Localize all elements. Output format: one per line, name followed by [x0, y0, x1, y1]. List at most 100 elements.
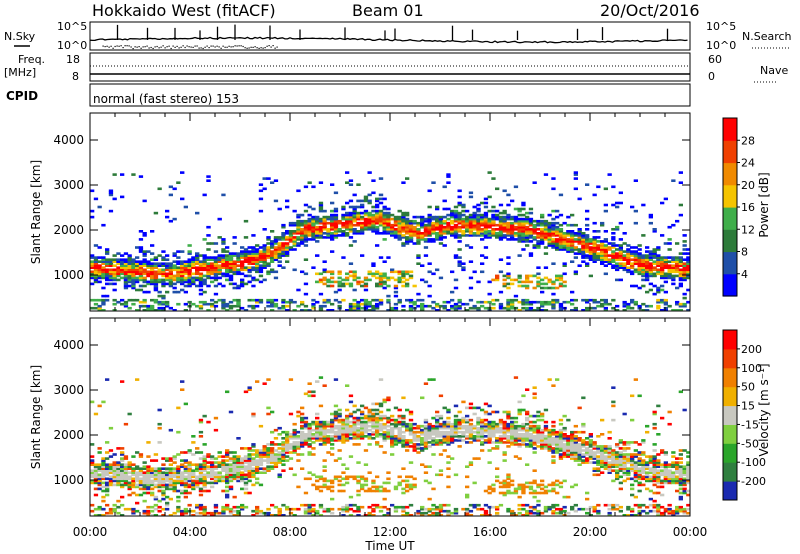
heatmap-cell — [225, 481, 230, 485]
heatmap-cell — [206, 455, 211, 458]
heatmap-cell — [480, 418, 485, 422]
heatmap-cell — [318, 514, 324, 516]
heatmap-cell — [183, 481, 188, 485]
heatmap-cell — [322, 225, 327, 229]
heatmap-cell — [453, 511, 459, 515]
heatmap-cell — [288, 467, 294, 470]
heatmap-cell — [108, 268, 114, 272]
heatmap-cell — [251, 262, 256, 265]
heatmap-cell — [191, 483, 196, 487]
heatmap-cell — [105, 481, 110, 485]
heatmap-cell — [270, 461, 275, 464]
heatmap-cell — [405, 475, 410, 479]
heatmap-cell — [630, 272, 635, 276]
heatmap-cell — [198, 511, 204, 515]
heatmap-cell — [442, 185, 447, 189]
heatmap-cell — [90, 262, 95, 265]
heatmap-cell — [322, 424, 327, 428]
heatmap-cell — [108, 264, 114, 267]
heatmap-cell — [566, 250, 571, 253]
heatmap-cell — [390, 217, 395, 221]
heatmap-cell — [142, 268, 147, 272]
heatmap-cell — [296, 445, 301, 448]
heatmap-cell — [431, 433, 436, 436]
heatmap-cell — [393, 309, 399, 311]
heatmap-cell — [341, 215, 346, 219]
heatmap-cell — [311, 422, 316, 426]
heatmap-cell — [663, 306, 668, 310]
heatmap-cell — [90, 274, 95, 278]
heatmap-cell — [243, 260, 249, 263]
heatmap-cell — [356, 505, 361, 509]
heatmap-cell — [303, 282, 309, 286]
heatmap-cell — [273, 449, 279, 452]
heatmap-cell — [180, 282, 185, 286]
heatmap-cell — [562, 248, 567, 251]
heatmap-cell — [588, 246, 593, 249]
heatmap-cell — [326, 232, 331, 235]
heatmap-cell — [468, 228, 474, 231]
heatmap-cell — [585, 228, 590, 231]
heatmap-cell — [487, 232, 492, 235]
heatmap-cell — [183, 469, 188, 472]
heatmap-cell — [322, 479, 327, 483]
heatmap-cell — [165, 459, 170, 462]
heatmap-cell — [416, 292, 421, 296]
heatmap-cell — [198, 282, 204, 286]
heatmap-cell — [108, 274, 114, 278]
heatmap-cell — [622, 250, 627, 253]
heatmap-cell — [191, 262, 196, 265]
heatmap-cell — [371, 426, 376, 430]
heatmap-cell — [427, 219, 432, 223]
heatmap-cell — [498, 491, 504, 495]
heatmap-cell — [120, 459, 125, 462]
heatmap-cell — [138, 262, 144, 265]
heatmap-cell — [397, 300, 402, 304]
heatmap-cell — [416, 254, 421, 257]
heatmap-cell — [120, 471, 125, 474]
heatmap-cell — [356, 282, 361, 286]
heatmap-cell — [502, 479, 507, 483]
heatmap-cell — [262, 258, 267, 261]
heatmap-cell — [307, 505, 312, 509]
heatmap-cell — [360, 217, 365, 221]
heatmap-cell — [93, 469, 99, 472]
heatmap-cell — [566, 215, 571, 219]
heatmap-cell — [378, 201, 384, 205]
heatmap-cell — [367, 171, 372, 174]
nsearch-point — [124, 45, 126, 47]
heatmap-cell — [570, 240, 575, 243]
heatmap-cell — [405, 217, 410, 221]
heatmap-cell — [127, 485, 132, 489]
heatmap-cell — [491, 298, 496, 302]
heatmap-cell — [360, 298, 365, 302]
heatmap-cell — [393, 507, 399, 511]
heatmap-cell — [112, 479, 117, 483]
heatmap-cell — [472, 205, 477, 209]
heatmap-cell — [232, 254, 237, 257]
heatmap-cell — [127, 483, 132, 487]
heatmap-cell — [228, 266, 234, 269]
heatmap-cell — [502, 278, 507, 282]
heatmap-cell — [93, 276, 99, 280]
heatmap-cell — [405, 445, 410, 448]
heatmap-cell — [427, 433, 432, 436]
heatmap-cell — [150, 467, 155, 470]
heatmap-cell — [551, 177, 556, 180]
heatmap-cell — [555, 228, 560, 231]
heatmap-cell — [150, 278, 155, 282]
heatmap-cell — [210, 469, 215, 472]
heatmap-cell — [555, 246, 560, 249]
heatmap-cell — [247, 258, 252, 261]
heatmap-cell — [127, 254, 132, 257]
heatmap-cell — [345, 219, 350, 223]
heatmap-cell — [341, 471, 346, 474]
heatmap-cell — [330, 201, 335, 205]
heatmap-cell — [198, 274, 204, 278]
heatmap-cell — [101, 262, 106, 265]
heatmap-cell — [318, 376, 324, 379]
heatmap-cell — [213, 266, 219, 269]
heatmap-cell — [641, 234, 646, 237]
heatmap-cell — [120, 463, 125, 466]
heatmap-cell — [667, 256, 672, 259]
